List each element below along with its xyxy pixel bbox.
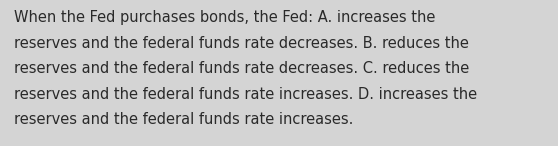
Text: When the Fed purchases bonds, the Fed: A. increases the: When the Fed purchases bonds, the Fed: A…	[14, 10, 435, 25]
Text: reserves and the federal funds rate increases.: reserves and the federal funds rate incr…	[14, 112, 353, 127]
Text: reserves and the federal funds rate decreases. B. reduces the: reserves and the federal funds rate decr…	[14, 36, 469, 51]
Text: reserves and the federal funds rate increases. D. increases the: reserves and the federal funds rate incr…	[14, 87, 477, 102]
Text: reserves and the federal funds rate decreases. C. reduces the: reserves and the federal funds rate decr…	[14, 61, 469, 76]
